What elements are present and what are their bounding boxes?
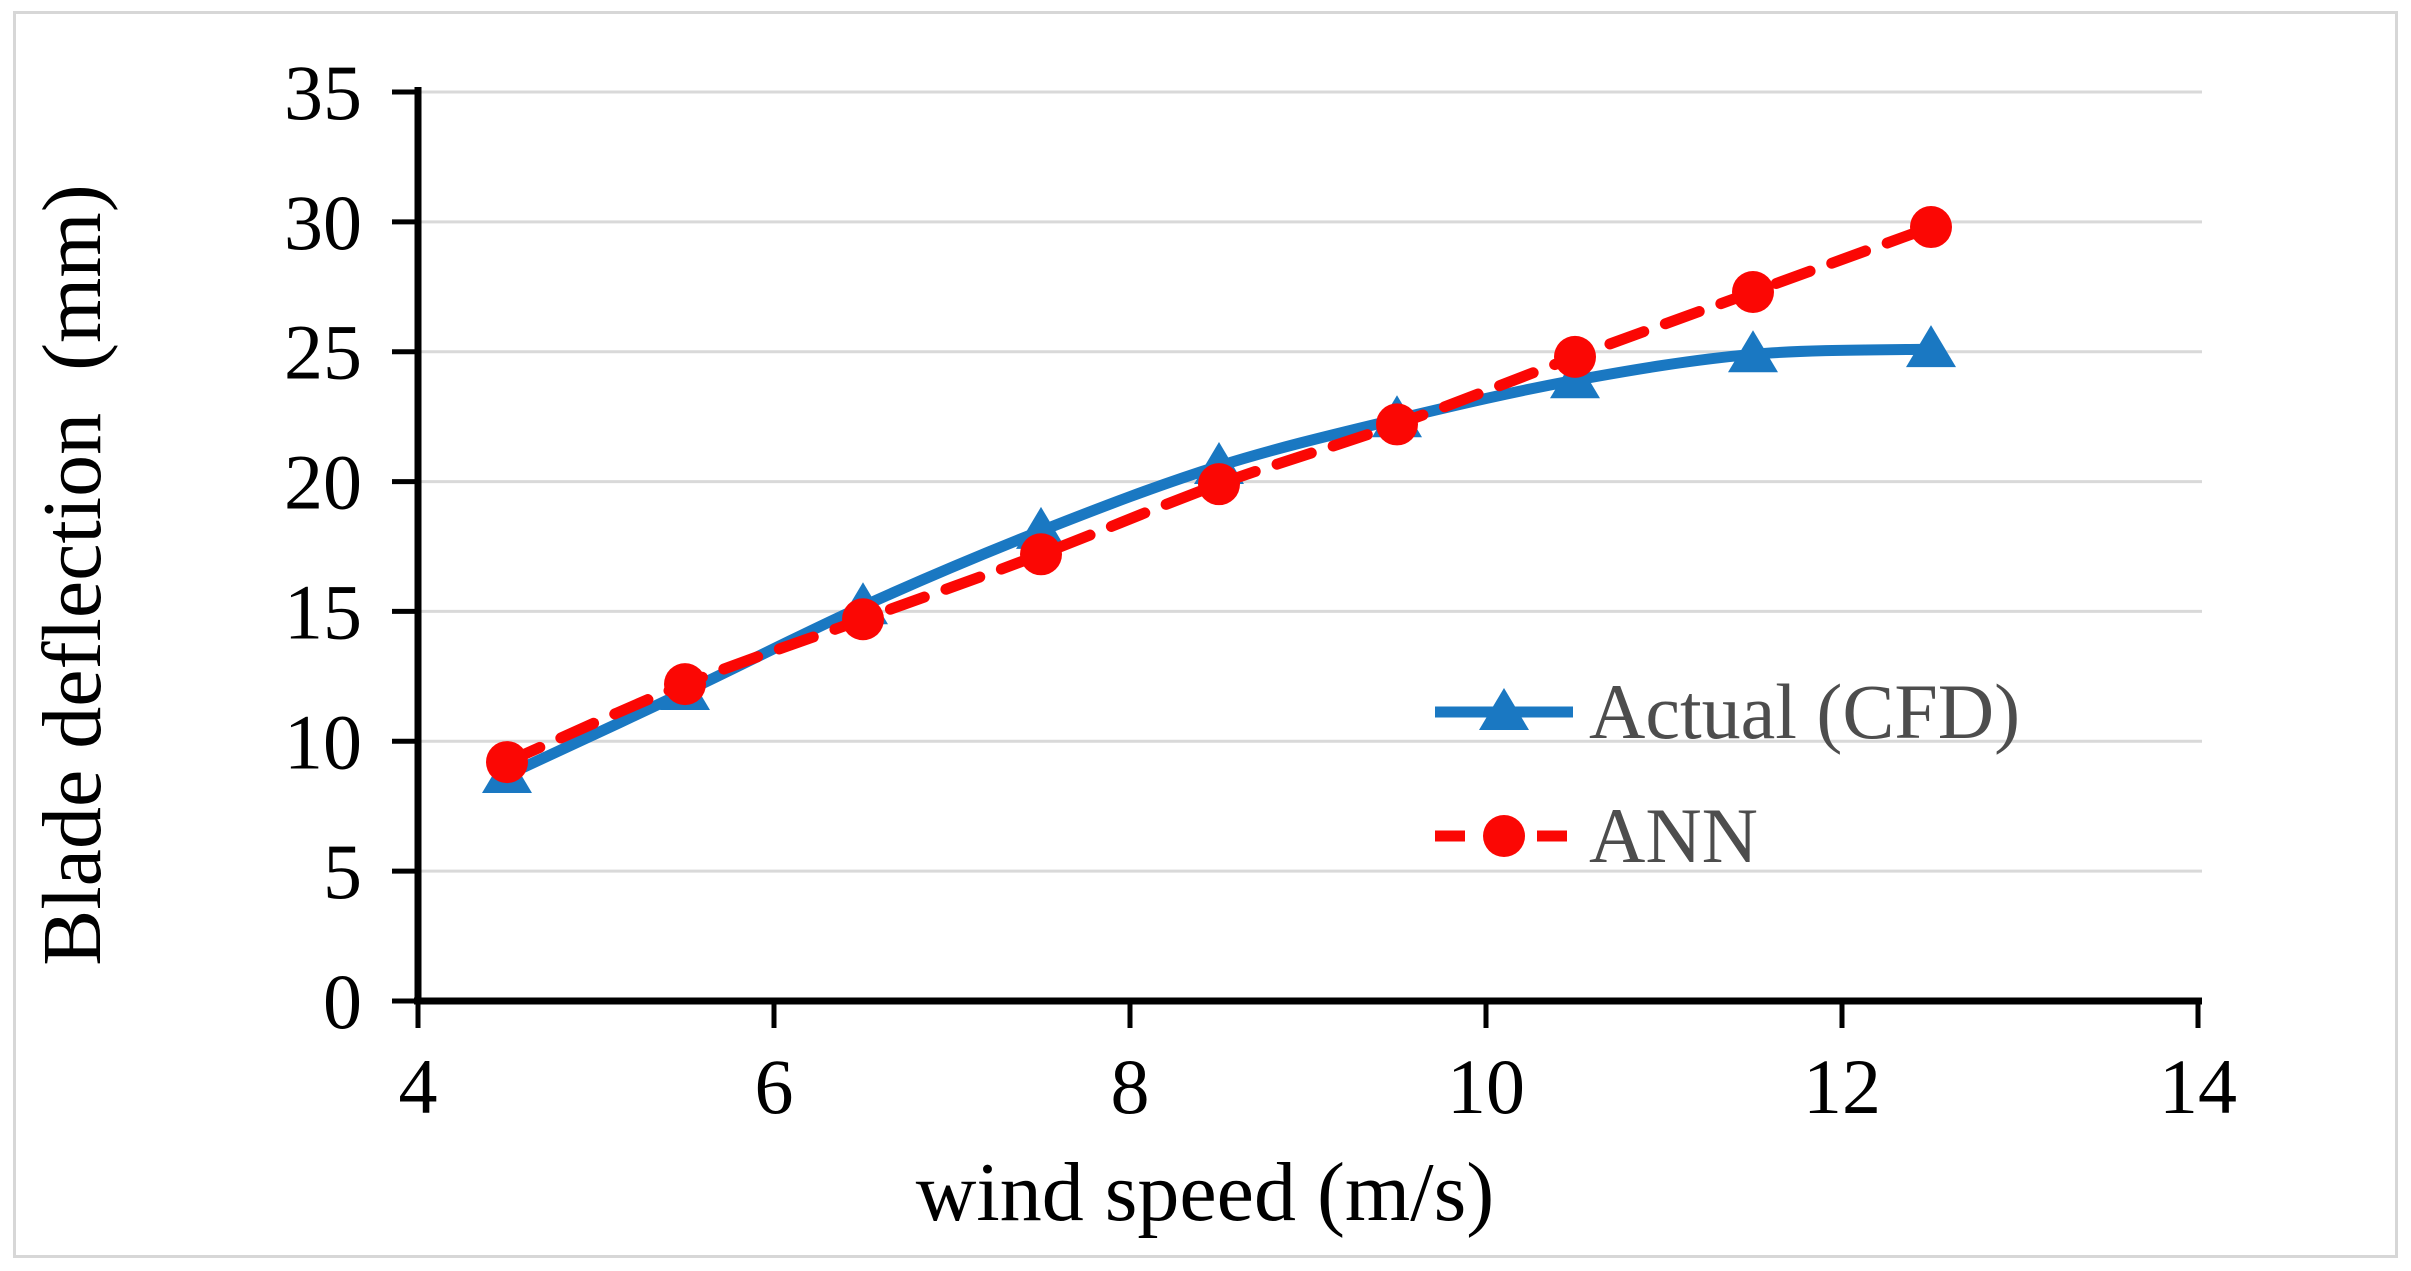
y-tick-label-15: 15 [284, 568, 362, 655]
y-tick-label-5: 5 [323, 828, 362, 915]
data-series [482, 206, 1956, 794]
marker-circle-ann-10.5 [1554, 335, 1596, 378]
marker-triangle-actual-cfd-11.5 [1728, 330, 1778, 373]
y-tick-label-25: 25 [284, 309, 362, 396]
legend: Actual (CFD) ANN [1435, 668, 2020, 879]
x-tick-label-6: 6 [755, 1043, 794, 1130]
x-tick-label-12: 12 [1803, 1043, 1881, 1130]
legend-label-actual-cfd: Actual (CFD) [1589, 668, 2020, 755]
marker-circle-ann-11.5 [1732, 270, 1774, 313]
marker-circle-ann-7.5 [1020, 533, 1062, 576]
marker-circle-ann-6.5 [842, 598, 884, 641]
x-tick-label-4: 4 [399, 1043, 438, 1130]
y-axis-title: Blade deflection (mm) [26, 184, 119, 965]
marker-circle-ann-12.5 [1910, 206, 1952, 249]
y-tick-label-30: 30 [284, 179, 362, 266]
marker-circle-ann-5.5 [664, 663, 706, 706]
marker-circle-ann-8.5 [1198, 463, 1240, 506]
x-tick-label-8: 8 [1111, 1043, 1150, 1130]
marker-circle-ann-4.5 [486, 741, 528, 784]
marker-circle-ann-9.5 [1376, 403, 1418, 446]
axes [392, 87, 2202, 1028]
legend-marker-triangle-actual-cfd [1479, 688, 1529, 730]
y-tick-label-10: 10 [284, 698, 362, 785]
legend-marker-circle-ann [1483, 815, 1525, 857]
legend-item-actual-cfd: Actual (CFD) [1435, 668, 2020, 755]
legend-label-ann: ANN [1589, 792, 1758, 879]
x-axis-title: wind speed (m/s) [916, 1146, 1495, 1239]
x-tick-label-10: 10 [1447, 1043, 1525, 1130]
series-ann [486, 206, 1952, 784]
y-tick-label-0: 0 [323, 958, 362, 1045]
tick-labels: 0 5 10 15 20 25 30 35 4 6 8 10 12 14 [284, 49, 2237, 1130]
y-tick-label-35: 35 [284, 49, 362, 136]
marker-triangle-actual-cfd-12.5 [1906, 325, 1956, 368]
y-tick-label-20: 20 [284, 439, 362, 526]
legend-item-ann: ANN [1435, 792, 1758, 879]
x-tick-label-14: 14 [2159, 1043, 2237, 1130]
